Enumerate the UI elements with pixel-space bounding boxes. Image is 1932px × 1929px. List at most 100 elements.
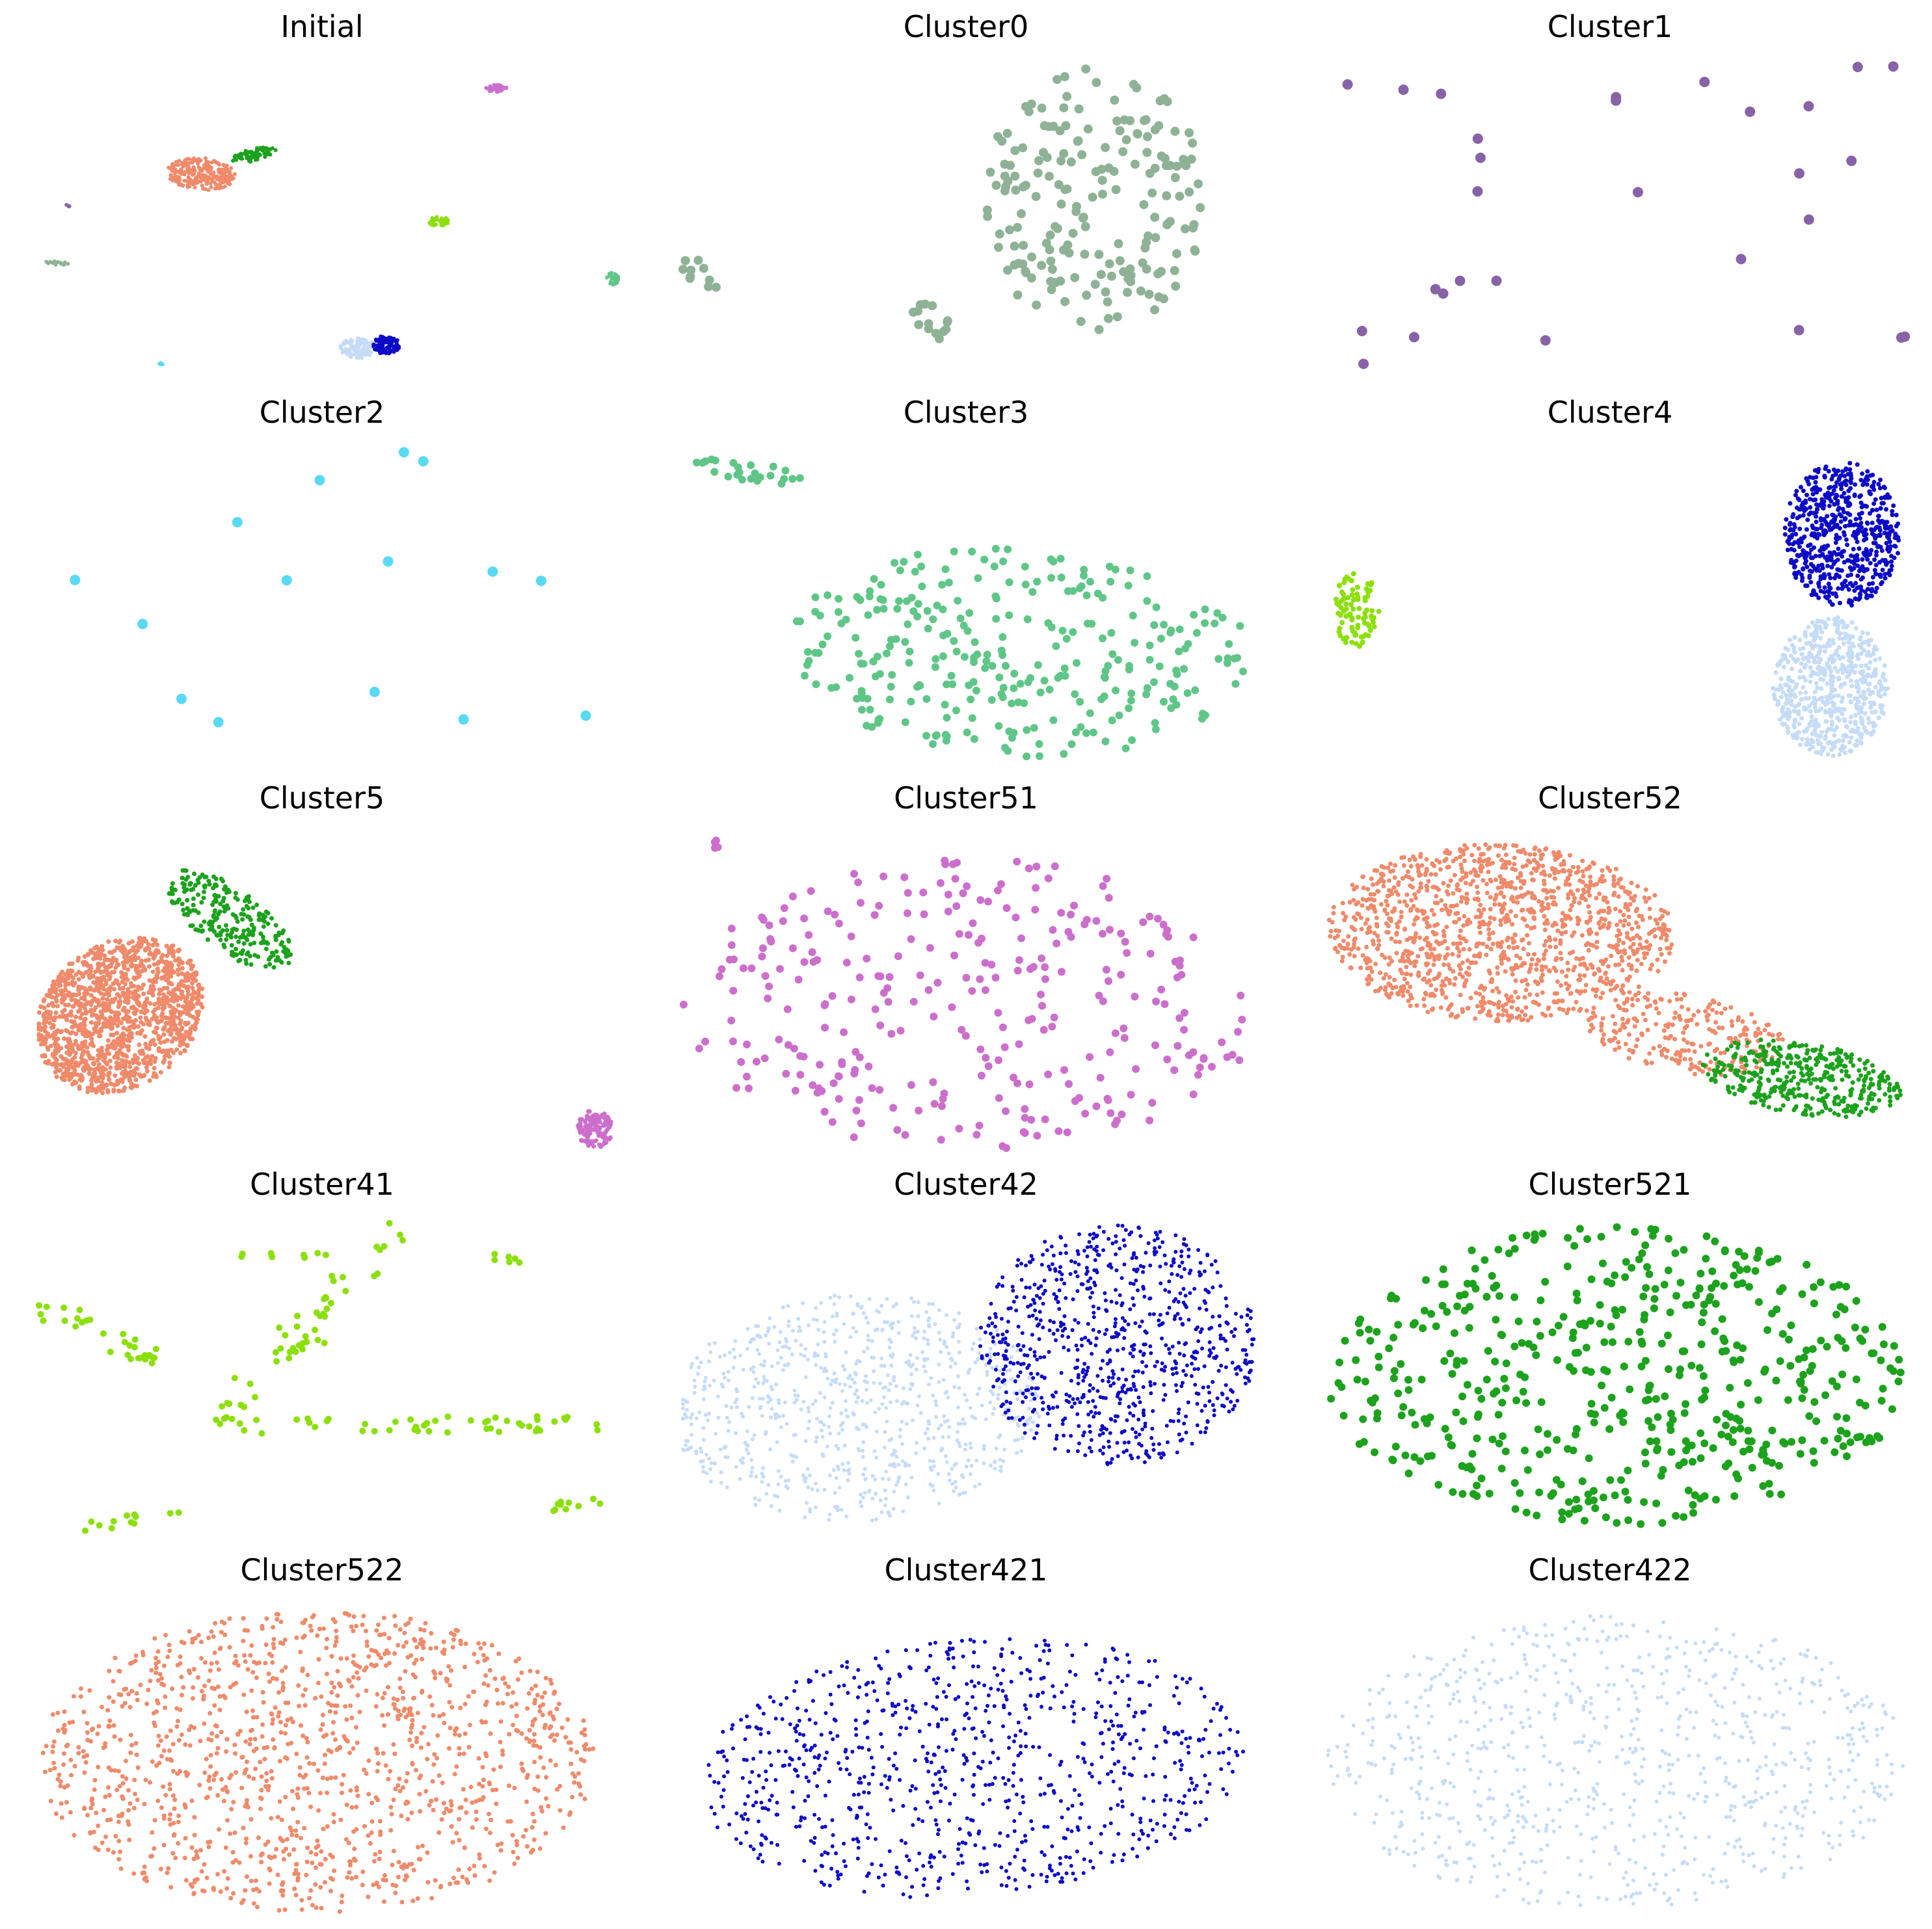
data-point bbox=[1788, 693, 1793, 698]
data-point bbox=[208, 165, 212, 169]
data-point bbox=[1828, 576, 1833, 581]
data-point bbox=[1797, 544, 1802, 550]
data-point bbox=[357, 343, 362, 348]
series-group bbox=[679, 857, 1246, 1152]
data-point bbox=[1789, 702, 1794, 708]
data-point bbox=[835, 608, 843, 617]
data-point bbox=[824, 907, 832, 916]
data-point bbox=[930, 1100, 939, 1108]
data-point bbox=[1835, 715, 1840, 721]
data-point bbox=[1835, 557, 1840, 563]
data-point bbox=[1036, 991, 1045, 999]
data-point bbox=[187, 1000, 193, 1005]
data-point bbox=[1853, 581, 1858, 586]
data-point bbox=[1365, 622, 1371, 628]
data-point bbox=[1077, 723, 1085, 732]
data-point bbox=[148, 1058, 154, 1063]
data-point bbox=[176, 693, 187, 704]
data-point bbox=[76, 1046, 81, 1052]
data-point bbox=[169, 1024, 174, 1029]
data-point bbox=[129, 1035, 135, 1040]
data-point bbox=[1094, 250, 1104, 259]
data-point bbox=[1842, 560, 1847, 565]
data-point bbox=[794, 976, 803, 984]
data-point bbox=[1481, 942, 1486, 947]
data-point bbox=[1875, 518, 1881, 524]
data-point bbox=[172, 970, 177, 975]
data-point bbox=[96, 961, 101, 966]
data-point bbox=[1805, 583, 1810, 589]
data-point bbox=[230, 950, 235, 955]
data-point bbox=[1126, 271, 1136, 280]
data-point bbox=[1146, 1117, 1154, 1125]
data-point bbox=[165, 953, 170, 959]
data-point bbox=[997, 646, 1006, 655]
data-point bbox=[174, 1037, 179, 1042]
data-point bbox=[1333, 596, 1339, 602]
data-point bbox=[1824, 719, 1829, 724]
data-point bbox=[1878, 506, 1883, 511]
data-point bbox=[121, 1026, 126, 1031]
data-point bbox=[184, 986, 189, 991]
data-point bbox=[1870, 690, 1875, 695]
data-point bbox=[1059, 103, 1069, 113]
data-point bbox=[1124, 581, 1133, 590]
data-point bbox=[922, 732, 931, 740]
data-point bbox=[1794, 731, 1799, 736]
scatter-plot bbox=[1333, 460, 1901, 758]
data-point bbox=[145, 1055, 150, 1060]
data-point bbox=[1358, 358, 1369, 369]
data-point bbox=[1016, 209, 1026, 219]
data-point bbox=[1883, 572, 1888, 577]
data-point bbox=[173, 167, 178, 172]
data-point bbox=[1496, 886, 1501, 891]
data-point bbox=[196, 892, 201, 898]
data-point bbox=[167, 1027, 172, 1032]
data-point bbox=[181, 907, 186, 912]
data-point bbox=[148, 951, 153, 956]
data-point bbox=[165, 1015, 170, 1020]
panel-title: Cluster2 bbox=[259, 395, 385, 431]
data-point bbox=[1350, 606, 1356, 612]
data-point bbox=[1425, 1009, 1430, 1015]
data-point bbox=[922, 695, 931, 703]
data-point bbox=[1806, 659, 1811, 664]
data-point bbox=[992, 615, 1000, 623]
data-point bbox=[1529, 1015, 1534, 1020]
data-point bbox=[1023, 726, 1031, 734]
data-point bbox=[1407, 857, 1412, 862]
data-point bbox=[1829, 565, 1834, 570]
data-point bbox=[1804, 741, 1809, 746]
data-point bbox=[1180, 224, 1190, 233]
data-point bbox=[904, 889, 912, 898]
data-point bbox=[185, 1043, 190, 1048]
data-point bbox=[1829, 695, 1834, 700]
data-point bbox=[936, 879, 945, 888]
data-point bbox=[900, 557, 908, 566]
data-point bbox=[1814, 681, 1819, 686]
data-point bbox=[152, 1066, 157, 1071]
data-point bbox=[850, 1133, 858, 1141]
data-point bbox=[1860, 483, 1866, 488]
data-point bbox=[1889, 559, 1894, 565]
data-point bbox=[187, 882, 193, 887]
data-point bbox=[213, 893, 218, 898]
data-point bbox=[950, 637, 958, 645]
data-point bbox=[1108, 716, 1116, 725]
data-point bbox=[240, 917, 245, 922]
data-point bbox=[1154, 121, 1164, 131]
data-point bbox=[215, 174, 219, 179]
data-point bbox=[1879, 496, 1884, 501]
data-point bbox=[129, 1005, 134, 1011]
data-point bbox=[64, 1028, 69, 1033]
data-point bbox=[51, 1033, 57, 1039]
data-point bbox=[818, 1087, 826, 1095]
data-point bbox=[88, 964, 93, 969]
data-point bbox=[837, 619, 846, 628]
data-point bbox=[63, 972, 68, 978]
data-point bbox=[1049, 926, 1057, 935]
panel-cluster5: Cluster5 bbox=[0, 771, 644, 1157]
data-point bbox=[1821, 576, 1827, 581]
data-point bbox=[57, 1015, 62, 1020]
data-point bbox=[92, 1067, 98, 1072]
